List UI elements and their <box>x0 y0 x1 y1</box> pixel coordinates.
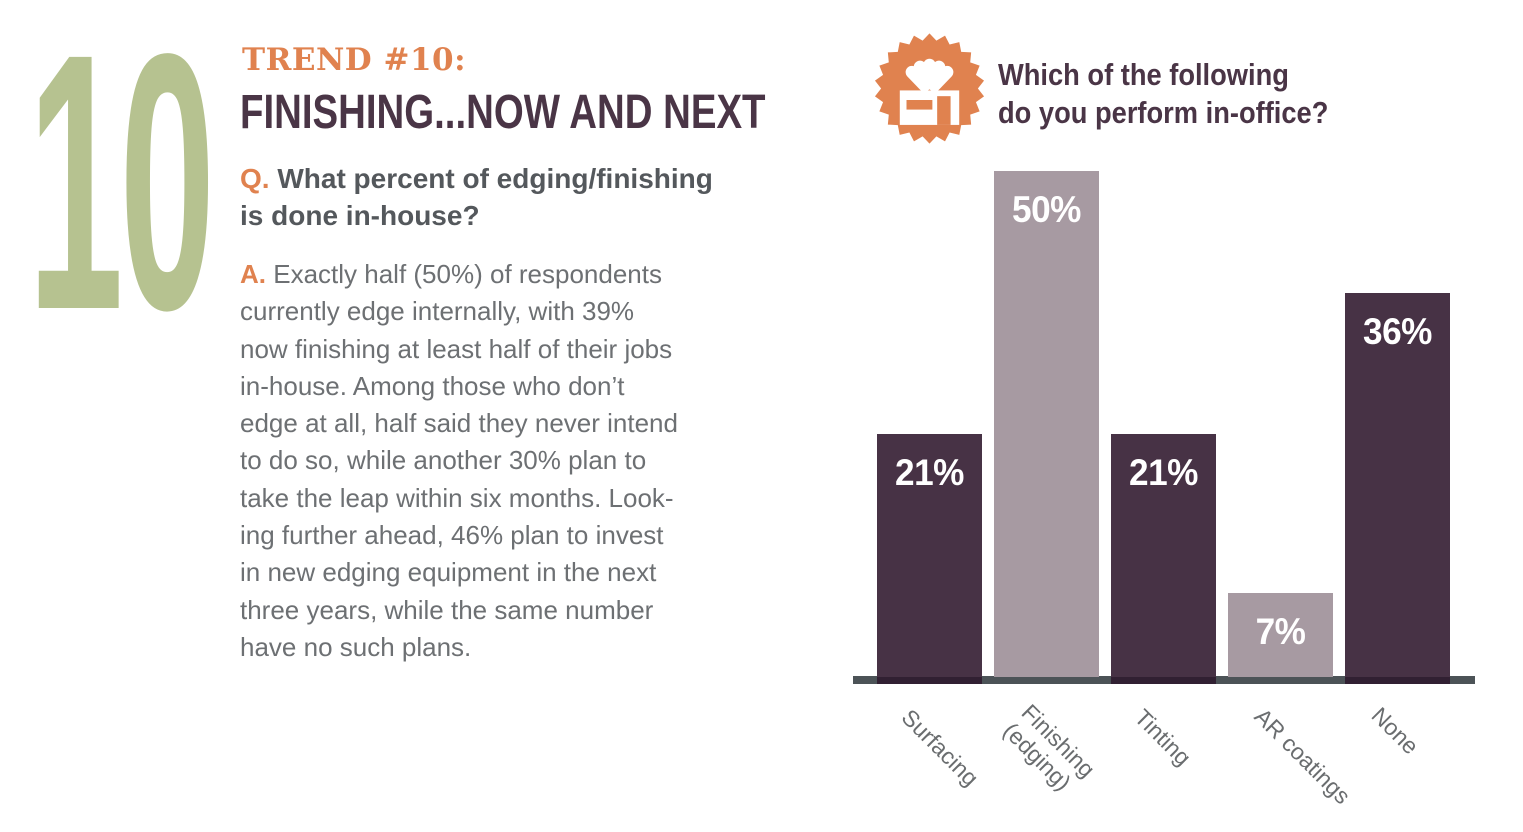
category-label-ar-coatings: AR coatings <box>1249 703 1356 810</box>
trend-kicker: TREND #10: <box>242 42 467 78</box>
bar-value-label: 36% <box>1363 311 1432 352</box>
storefront-badge-icon <box>874 33 985 144</box>
category-label-tinting: Tinting <box>1129 704 1197 771</box>
category-label-finishing-edging: Finishing (edging) <box>998 699 1101 796</box>
trend-heading: FINISHING...NOW AND NEXT <box>240 86 766 139</box>
bar-value-label: 21% <box>1129 452 1198 493</box>
bar-ar-coatings: 7% <box>1228 593 1333 677</box>
bar-finishing-edging: 50% <box>994 171 1099 677</box>
question-label: Q. <box>240 163 270 194</box>
bar-none: 36% <box>1345 293 1450 684</box>
trend-number: 10 <box>28 0 215 386</box>
answer-text: Exactly half (50%) of respondents curren… <box>240 259 678 662</box>
answer-block: A. Exactly half (50%) of respondents cur… <box>240 256 860 666</box>
category-label-surfacing: Surfacing <box>896 704 984 792</box>
category-label-none: None <box>1366 702 1424 760</box>
bar-tinting: 21% <box>1111 434 1216 684</box>
question-text: What percent of edging/finishing is done… <box>240 163 713 231</box>
answer-label: A. <box>240 259 266 289</box>
question-block: Q. What percent of edging/finishing is d… <box>240 160 860 234</box>
chart-title: Which of the following do you perform in… <box>998 57 1329 130</box>
bar-surfacing: 21% <box>877 434 982 684</box>
bar-value-label: 21% <box>895 452 964 493</box>
storefront-glyph <box>899 58 960 125</box>
bar-value-label: 7% <box>1255 611 1306 652</box>
bar-value-label: 50% <box>1012 189 1081 230</box>
